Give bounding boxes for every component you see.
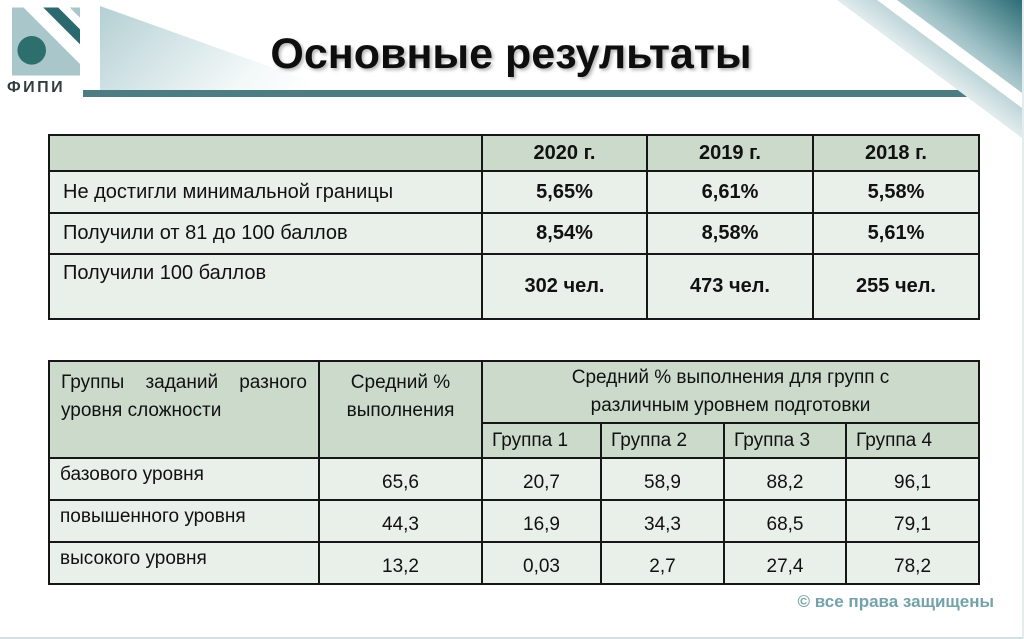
results-value: 8,54% — [481, 212, 648, 255]
corner-gradient-icon — [837, 0, 1022, 138]
results-header-row: 2020 г. 2019 г. 2018 г. — [48, 134, 980, 172]
groups-value: 68,5 — [723, 499, 847, 543]
results-value: 302 чел. — [481, 253, 648, 320]
fipi-logo-icon — [12, 7, 80, 76]
groups-header-row: Группы заданий разного уровня сложности … — [48, 360, 981, 459]
table-row: Не достигли минимальной границы 5,65% 6,… — [48, 170, 980, 214]
corner-gradient-decoration — [782, 0, 1022, 145]
groups-col2-header: Средний % выполнения — [318, 360, 483, 459]
groups-value: 34,3 — [600, 499, 725, 543]
groups-value: 2,7 — [600, 541, 725, 585]
group-column-header: Группа 2 — [600, 422, 725, 459]
group-column-header: Группа 3 — [723, 422, 847, 459]
groups-value: 79,1 — [844, 499, 981, 543]
groups-value: 0,03 — [481, 541, 602, 585]
results-row-label: Не достигли минимальной границы — [48, 170, 483, 214]
results-row-label: Получили 100 баллов — [48, 253, 483, 320]
groups-subheader-row: Группа 1 Группа 2 Группа 3 Группа 4 — [49, 422, 981, 459]
results-value: 8,58% — [646, 212, 814, 255]
results-value: 5,65% — [481, 170, 648, 214]
fipi-logo: ФИПИ — [7, 7, 87, 97]
copyright-notice: © все права защищены — [797, 592, 994, 611]
groups-col1-header: Группы заданий разного уровня сложности — [48, 360, 320, 459]
groups-value: 58,9 — [600, 457, 725, 501]
fipi-logo-text: ФИПИ — [7, 79, 66, 96]
groups-value: 27,4 — [723, 541, 847, 585]
groups-avg-value: 44,3 — [318, 499, 483, 543]
table-row: Получили от 81 до 100 баллов 8,54% 8,58%… — [48, 212, 980, 255]
groups-value: 88,2 — [723, 457, 847, 501]
groups-avg-value: 65,6 — [318, 457, 483, 501]
groups-row-label: высокого уровня — [48, 541, 320, 585]
table-row: высокого уровня 13,2 0,03 2,7 27,4 78,2 — [48, 541, 981, 585]
results-year-header: 2019 г. — [646, 134, 814, 172]
group-column-header: Группа 1 — [481, 422, 602, 459]
groups-table: Группы заданий разного уровня сложности … — [48, 360, 981, 585]
groups-value: 78,2 — [844, 541, 981, 585]
results-row-label: Получили от 81 до 100 баллов — [48, 212, 483, 255]
results-corner-cell — [48, 134, 483, 172]
results-value: 5,61% — [812, 212, 980, 255]
groups-span-header: Средний % выполнения для групп с различн… — [480, 360, 981, 424]
results-value: 473 чел. — [646, 253, 814, 320]
results-table: 2020 г. 2019 г. 2018 г. Не достигли мини… — [48, 134, 980, 320]
groups-value: 16,9 — [481, 499, 602, 543]
groups-row-label: повышенного уровня — [48, 499, 320, 543]
groups-row-label: базового уровня — [48, 457, 320, 501]
group-column-header: Группа 4 — [844, 422, 981, 459]
table-row: базового уровня 65,6 20,7 58,9 88,2 96,1 — [48, 457, 981, 501]
table-row: повышенного уровня 44,3 16,9 34,3 68,5 7… — [48, 499, 981, 543]
groups-value: 96,1 — [844, 457, 981, 501]
table-row: Получили 100 баллов 302 чел. 473 чел. 25… — [48, 253, 980, 320]
groups-avg-value: 13,2 — [318, 541, 483, 585]
page-title: Основные результаты — [270, 30, 752, 78]
results-year-header: 2018 г. — [812, 134, 980, 172]
results-value: 5,58% — [812, 170, 980, 214]
header-accent-bar — [83, 90, 1022, 97]
groups-value: 20,7 — [481, 457, 602, 501]
results-value: 6,61% — [646, 170, 814, 214]
results-value: 255 чел. — [812, 253, 980, 320]
results-year-header: 2020 г. — [481, 134, 648, 172]
